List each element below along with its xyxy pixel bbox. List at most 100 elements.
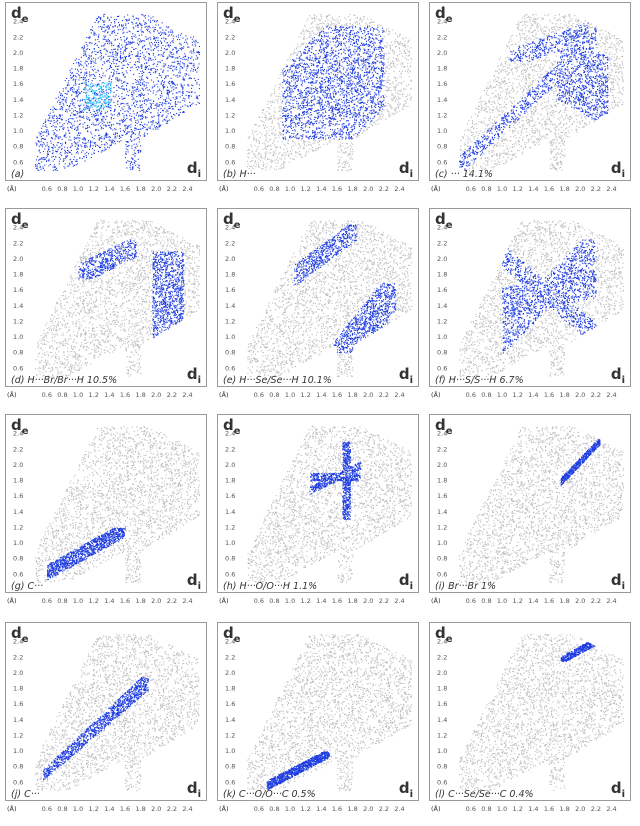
highlight-point [132, 153, 134, 155]
background-point [293, 158, 295, 160]
highlight-point [126, 167, 128, 169]
highlight-point [144, 68, 146, 70]
highlight-point [133, 86, 135, 88]
highlight-point [353, 114, 355, 116]
hot-point [102, 95, 104, 97]
background-point [306, 145, 308, 147]
background-point [406, 98, 408, 100]
background-point [389, 52, 391, 54]
highlight-point [351, 126, 353, 128]
highlight-point [146, 30, 148, 32]
background-point [280, 91, 282, 93]
hot-point [85, 91, 87, 94]
background-point [393, 98, 395, 100]
highlight-point [362, 59, 364, 61]
highlight-point [380, 81, 382, 83]
highlight-point [79, 109, 81, 111]
x-tick-label: 2.4 [182, 185, 192, 193]
highlight-point [113, 57, 115, 59]
highlight-point [134, 86, 136, 88]
background-point [326, 143, 328, 145]
highlight-point [311, 42, 313, 44]
hot-point [96, 109, 99, 111]
hot-point [83, 108, 86, 111]
highlight-point [187, 59, 189, 61]
hot-point [100, 97, 102, 99]
highlight-point [367, 57, 369, 59]
highlight-point [137, 51, 139, 53]
highlight-point [364, 61, 366, 63]
highlight-point [183, 79, 185, 81]
highlight-point [104, 95, 106, 97]
highlight-point [150, 59, 152, 61]
highlight-point [376, 28, 378, 30]
background-point [358, 22, 360, 24]
hot-point [85, 98, 88, 100]
background-point [350, 151, 352, 153]
highlight-point [115, 77, 117, 79]
highlight-point [379, 86, 381, 88]
hot-point [102, 104, 104, 106]
highlight-point [196, 97, 198, 99]
highlight-point [110, 42, 112, 44]
background-point [395, 110, 397, 112]
highlight-point [342, 35, 344, 37]
highlight-point [85, 68, 87, 70]
background-point [402, 109, 404, 111]
highlight-point [312, 136, 314, 138]
highlight-point [116, 45, 118, 47]
highlight-point [349, 50, 351, 52]
background-point [269, 118, 271, 120]
background-point [249, 165, 251, 167]
highlight-point [129, 42, 131, 44]
highlight-point [116, 65, 118, 67]
highlight-point [81, 151, 83, 153]
highlight-point [190, 95, 192, 97]
highlight-point [94, 99, 96, 101]
background-point [310, 17, 312, 19]
highlight-point [86, 36, 88, 38]
highlight-point [131, 94, 133, 96]
highlight-point [45, 129, 47, 131]
highlight-point [89, 145, 91, 147]
highlight-point [321, 69, 323, 71]
highlight-point [365, 60, 367, 62]
highlight-point [84, 46, 86, 48]
background-point [318, 30, 320, 32]
highlight-point [187, 65, 189, 67]
highlight-point [35, 165, 37, 167]
background-point [373, 122, 375, 124]
highlight-point [347, 120, 349, 122]
background-point [281, 111, 283, 113]
highlight-point [345, 90, 347, 92]
highlight-point [52, 106, 54, 108]
highlight-point [128, 18, 130, 20]
highlight-point [82, 111, 84, 113]
background-point [404, 47, 406, 49]
highlight-point [85, 50, 87, 52]
background-point [264, 156, 266, 158]
highlight-point [129, 61, 131, 63]
hot-point [96, 107, 98, 109]
highlight-point [141, 31, 143, 33]
background-point [403, 66, 405, 68]
highlight-point [139, 118, 141, 120]
highlight-point [63, 96, 65, 98]
highlight-point [132, 97, 134, 99]
background-point [304, 141, 306, 143]
highlight-point [381, 63, 383, 65]
highlight-point [320, 109, 322, 111]
highlight-point [139, 100, 141, 102]
highlight-point [102, 81, 104, 83]
highlight-point [57, 119, 59, 121]
highlight-point [357, 60, 359, 62]
highlight-point [154, 84, 156, 86]
highlight-point [100, 110, 102, 112]
highlight-point [133, 63, 135, 65]
highlight-point [165, 117, 167, 119]
background-point [274, 159, 276, 161]
background-point [280, 85, 282, 87]
highlight-point [354, 62, 356, 64]
highlight-point [112, 124, 114, 126]
highlight-point [174, 57, 176, 59]
